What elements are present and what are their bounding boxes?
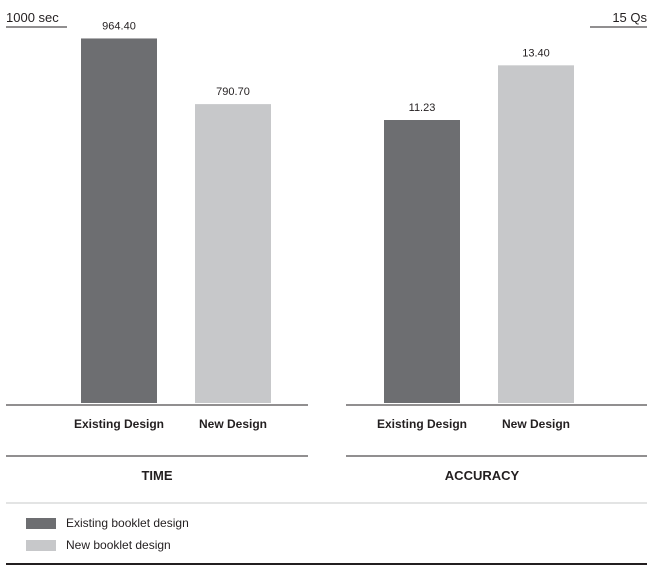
legend-label-existing: Existing booklet design bbox=[66, 516, 189, 530]
accuracy-category-label-existing: Existing Design bbox=[377, 417, 467, 431]
accuracy-category-label-new: New Design bbox=[502, 417, 570, 431]
time-axis-max-label: 1000 sec bbox=[6, 10, 59, 25]
accuracy-data-label-existing: 11.23 bbox=[409, 102, 436, 114]
legend-item-existing: Existing booklet design bbox=[26, 512, 189, 534]
time-category-label-new: New Design bbox=[199, 417, 267, 431]
legend-label-new: New booklet design bbox=[66, 538, 171, 552]
accuracy-title: ACCURACY bbox=[445, 468, 520, 483]
accuracy-bar-existing bbox=[384, 120, 460, 403]
legend-swatch-new bbox=[26, 539, 56, 551]
time-bar-existing bbox=[81, 38, 157, 404]
accuracy-bar-new bbox=[498, 65, 574, 403]
legend-item-new: New booklet design bbox=[26, 534, 189, 556]
legend: Existing booklet design New booklet desi… bbox=[26, 512, 189, 556]
accuracy-panel: 15 Qs 11.23 13.40 Existing Design New De… bbox=[346, 10, 647, 483]
time-bar-new bbox=[195, 104, 271, 403]
time-data-label-new: 790.70 bbox=[216, 86, 250, 98]
accuracy-data-label-new: 13.40 bbox=[522, 47, 550, 59]
accuracy-axis-max-label: 15 Qs bbox=[612, 10, 647, 25]
time-data-label-existing: 964.40 bbox=[102, 20, 136, 32]
time-category-label-existing: Existing Design bbox=[74, 417, 164, 431]
legend-swatch-existing bbox=[26, 517, 56, 529]
time-panel: 1000 sec 964.40 790.70 Existing Design N… bbox=[6, 10, 308, 483]
time-title: TIME bbox=[141, 468, 172, 483]
